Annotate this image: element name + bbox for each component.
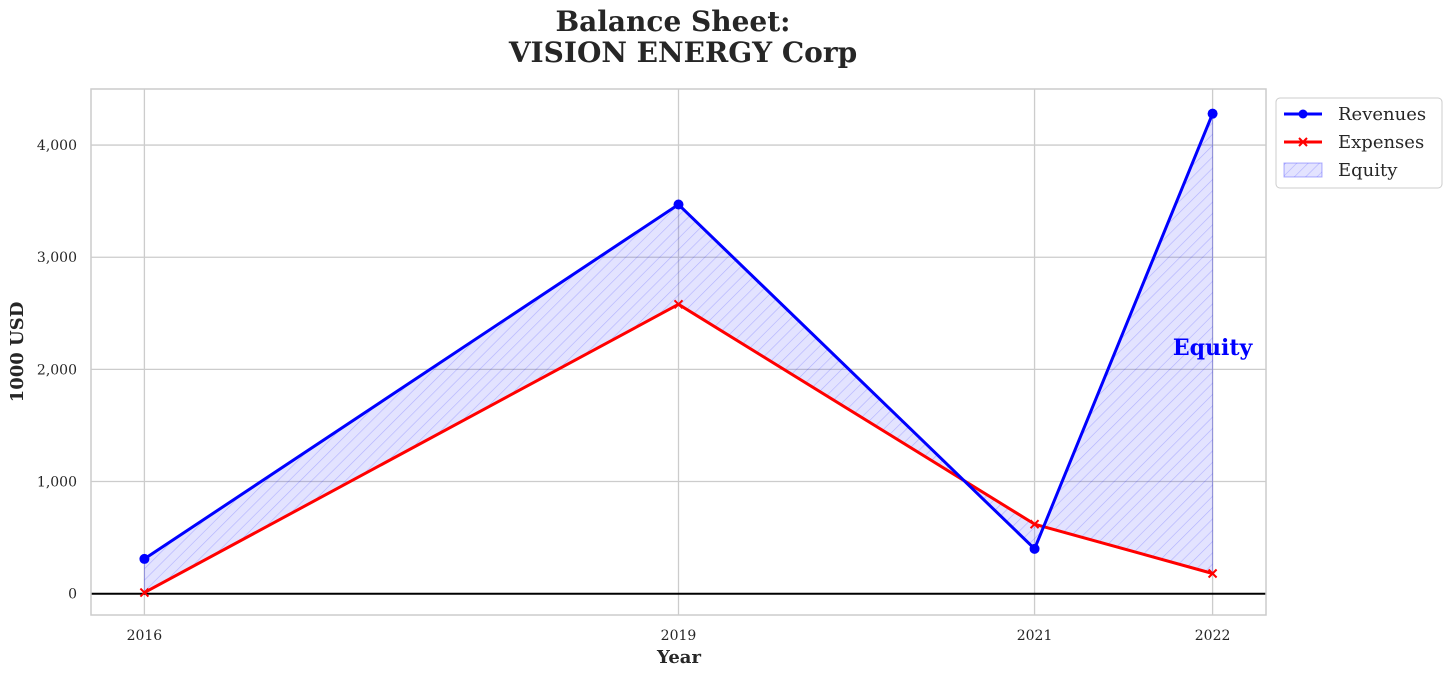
- revenues-line: [143, 113, 1214, 561]
- legend-equity-label: Equity: [1338, 160, 1398, 181]
- y-tick-label: 0: [68, 587, 77, 603]
- x-tick-label: 2016: [127, 628, 163, 644]
- chart-title-line2: VISION ENERGY Corp: [508, 36, 857, 69]
- y-axis-label: 1000 USD: [7, 302, 28, 403]
- plot-frame: [90, 88, 1267, 616]
- legend: Revenues Expenses Equity: [1275, 97, 1443, 189]
- expenses-line: [143, 302, 1213, 594]
- chart-title-line1: Balance Sheet:: [555, 5, 790, 38]
- y-tick-label: 3,000: [37, 250, 77, 266]
- x-tick-label: 2021: [1017, 628, 1053, 644]
- revenues-point: [139, 553, 150, 564]
- expenses-point: [1207, 568, 1218, 579]
- legend-equity-swatch: [1283, 162, 1323, 178]
- revenues-point: [673, 199, 684, 210]
- x-tick-label: 2022: [1195, 628, 1231, 644]
- x-tick-label: 2019: [661, 628, 697, 644]
- y-tick-label: 2,000: [37, 362, 77, 378]
- expenses-point: [1029, 519, 1040, 529]
- expenses-point: [673, 299, 684, 310]
- legend-expenses-marker: [1298, 137, 1308, 147]
- revenues-point: [1029, 543, 1040, 554]
- x-axis-label: Year: [656, 647, 701, 668]
- legend-revenues-marker: [1298, 109, 1308, 119]
- equity-annotation: Equity: [1173, 335, 1254, 361]
- y-ticks: 0 1,000 2,000 3,000 4,000: [37, 138, 77, 603]
- legend-revenues-label: Revenues: [1338, 104, 1426, 125]
- y-tick-label: 4,000: [37, 138, 77, 154]
- y-tick-label: 1,000: [37, 475, 77, 491]
- revenues-point: [1207, 108, 1218, 119]
- expenses-point: [139, 587, 150, 598]
- series-layer: [139, 108, 1218, 598]
- legend-expenses-label: Expenses: [1338, 132, 1424, 153]
- x-ticks: 2016 2019 2021 2022: [127, 628, 1231, 644]
